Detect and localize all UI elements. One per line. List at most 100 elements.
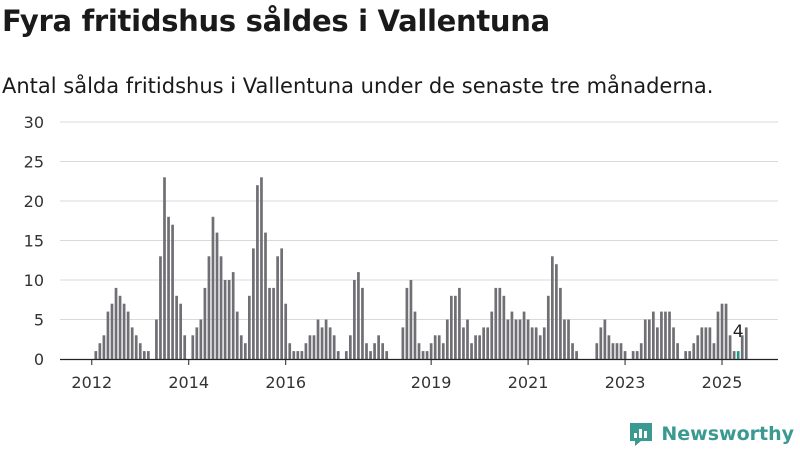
bar [449, 295, 453, 359]
bar [292, 351, 296, 359]
bar [122, 303, 126, 359]
bar [692, 343, 696, 359]
bar [708, 327, 712, 359]
bar [720, 303, 724, 359]
bar [486, 327, 490, 359]
bar [684, 351, 688, 359]
bar [183, 335, 187, 359]
bar [599, 327, 603, 359]
bar [207, 256, 211, 359]
bar [700, 327, 704, 359]
bars [94, 177, 748, 359]
x-tick-label: 2012 [71, 373, 112, 392]
chart-subtitle: Antal sålda fritidshus i Vallentuna unde… [2, 74, 714, 98]
y-tick-label: 5 [34, 311, 44, 330]
bar [563, 319, 566, 359]
bar [668, 311, 671, 359]
bar [526, 319, 530, 359]
bar [651, 311, 655, 359]
bar [647, 319, 651, 359]
bar [712, 343, 716, 359]
bar [470, 343, 473, 359]
bar [405, 287, 409, 359]
bar [353, 280, 356, 359]
bar [195, 327, 199, 359]
bar [550, 256, 554, 359]
bar [219, 256, 223, 359]
bar [631, 351, 635, 359]
logo-text: Newsworthy [661, 423, 794, 445]
bar [518, 319, 522, 359]
bar [611, 343, 615, 359]
bar [660, 311, 663, 359]
last-value-label: 4 [733, 322, 744, 342]
y-tick-label: 20 [24, 192, 44, 211]
bar [696, 335, 700, 359]
bar [357, 272, 360, 359]
newsworthy-logo: Newsworthy [627, 420, 794, 448]
x-tick-label: 2025 [702, 373, 743, 392]
bar [118, 295, 122, 359]
bar [142, 351, 146, 359]
bar [724, 303, 728, 359]
bar [106, 311, 110, 359]
bar [575, 351, 578, 359]
bar [514, 319, 518, 359]
bar [530, 327, 534, 359]
bar [490, 311, 494, 359]
newsworthy-logo-icon [630, 423, 653, 446]
y-tick-label: 25 [24, 153, 44, 172]
bar [276, 256, 279, 359]
annotations: 4 [733, 322, 744, 342]
bar [138, 343, 142, 359]
bar [159, 256, 162, 359]
bar [732, 351, 736, 359]
bar [466, 319, 469, 359]
y-tick-label: 15 [24, 232, 44, 251]
bar [421, 351, 425, 359]
bar [268, 287, 271, 359]
bar [320, 327, 324, 359]
bar [239, 335, 243, 359]
bar [534, 327, 538, 359]
bar [688, 351, 692, 359]
bar [381, 343, 385, 359]
bar [94, 351, 98, 359]
bar [365, 343, 368, 359]
bar [441, 343, 445, 359]
bar [373, 343, 376, 359]
bar [231, 272, 235, 359]
bar [126, 311, 130, 359]
bar [478, 335, 481, 359]
bar [288, 343, 292, 359]
bar [304, 343, 308, 359]
bar [498, 287, 502, 359]
bar [664, 311, 667, 359]
bar [676, 343, 679, 359]
bar [656, 327, 659, 359]
bar [215, 232, 219, 359]
bar [252, 248, 255, 359]
bar [639, 343, 643, 359]
bar [328, 327, 332, 359]
bar [227, 280, 231, 359]
bar [256, 185, 259, 359]
bar [506, 319, 510, 359]
bar [316, 319, 320, 359]
bar [175, 295, 178, 359]
bar [203, 287, 207, 359]
bar [555, 264, 558, 359]
bar [595, 343, 599, 359]
bar [260, 177, 263, 359]
y-tick-label: 30 [24, 113, 44, 132]
bar [264, 232, 267, 359]
bar [134, 335, 138, 359]
bar [413, 311, 417, 359]
bar [522, 311, 526, 359]
bar [510, 311, 514, 359]
bar [425, 351, 429, 359]
bar [110, 303, 114, 359]
bar [199, 319, 203, 359]
bar [744, 327, 748, 359]
